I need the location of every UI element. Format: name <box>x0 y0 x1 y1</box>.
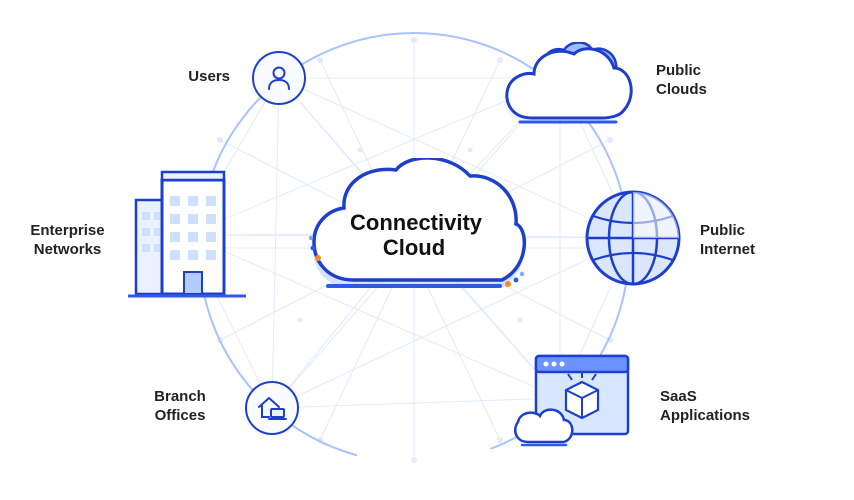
clouds-icon <box>498 42 638 137</box>
saas-window-icon <box>508 350 638 454</box>
branch-offices-node <box>245 381 299 435</box>
public-clouds-label: Public Clouds <box>656 62 746 100</box>
users-label: Users <box>150 68 230 87</box>
home-laptop-icon <box>255 393 289 423</box>
public-internet-label: Public Internet <box>700 222 780 260</box>
center-label: Connectivity Cloud <box>350 210 478 261</box>
users-node <box>252 51 306 105</box>
diagram-stage: Connectivity Cloud Users Public Clouds <box>0 0 854 500</box>
enterprise-networks-node <box>128 168 246 304</box>
public-clouds-node <box>498 42 638 137</box>
user-icon <box>264 63 294 93</box>
saas-applications-label: SaaS Applications <box>660 388 770 426</box>
building-icon <box>128 168 246 304</box>
branch-offices-label: Branch Offices <box>140 388 220 426</box>
saas-applications-node <box>508 350 638 454</box>
enterprise-networks-label: Enterprise Networks <box>20 222 115 260</box>
public-internet-node <box>581 186 685 290</box>
globe-icon <box>581 186 685 290</box>
